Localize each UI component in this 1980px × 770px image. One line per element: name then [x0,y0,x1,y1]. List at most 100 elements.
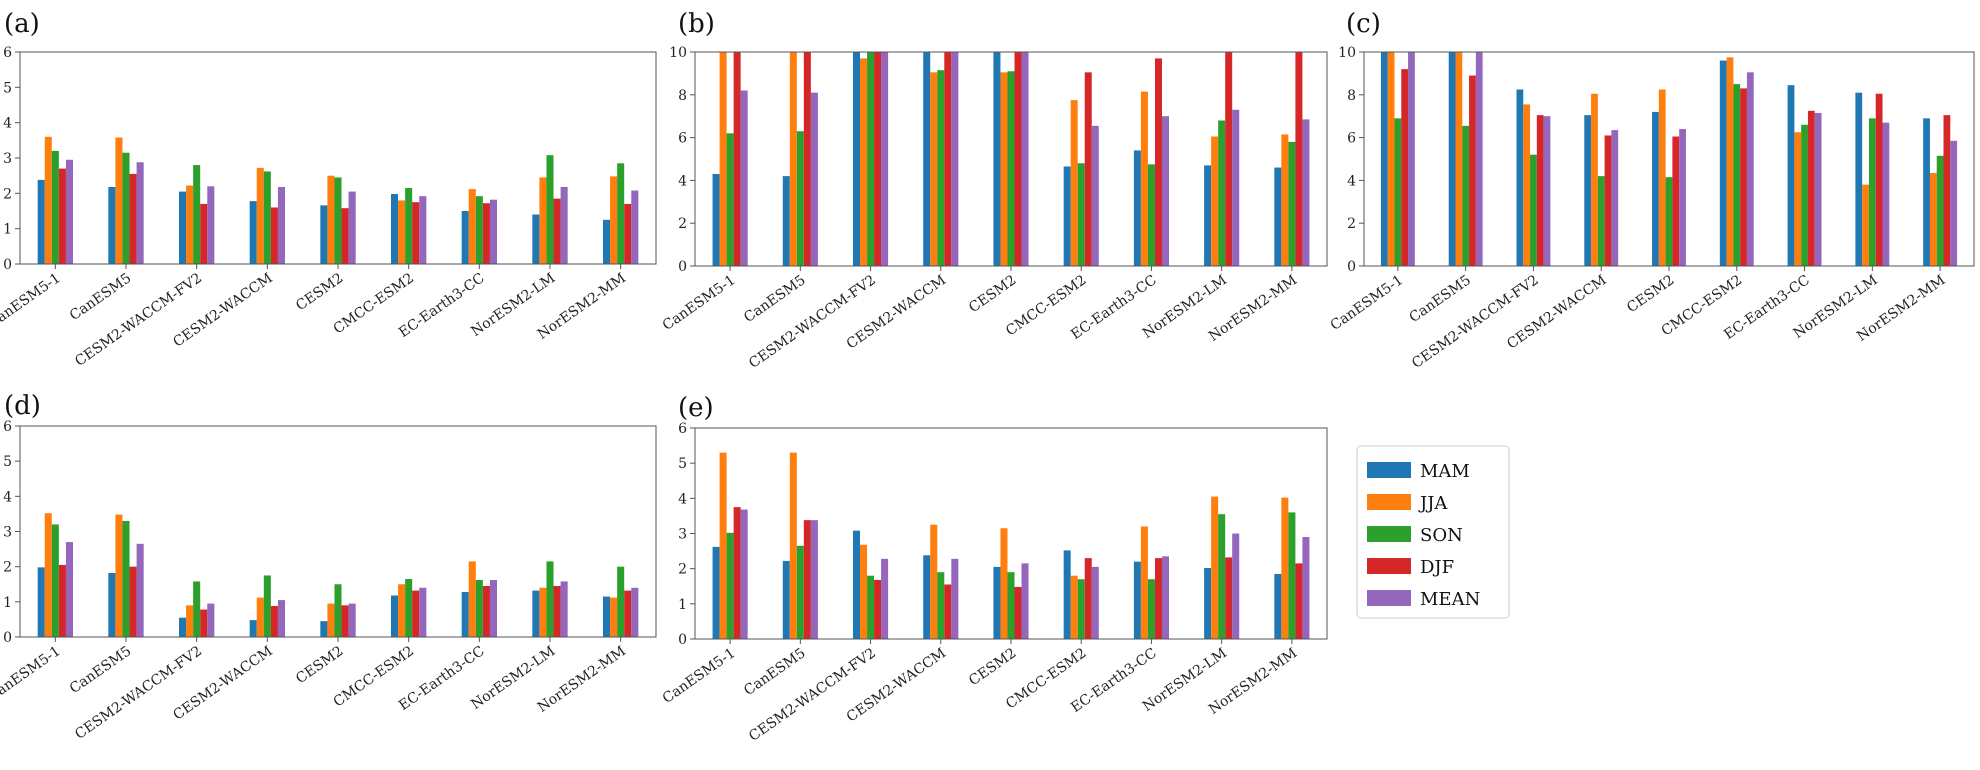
bar-son-canesm5-1 [51,524,59,637]
bar-mam-canesm5 [108,573,116,637]
y-tick-label: 4 [1347,173,1356,189]
bar-mean-cmcc-esm2 [1091,566,1099,639]
bar-jja-cmcc-esm2 [398,200,406,264]
y-tick-label: 4 [3,116,12,132]
bar-jja-canesm5 [1455,52,1463,266]
legend-swatch-jja [1367,494,1411,510]
bar-son-cesm2 [334,584,342,637]
bar-djf-noresm2-lm [1225,557,1233,639]
bar-djf-cesm2-waccm-fv2 [874,579,882,639]
y-tick-label: 1 [3,222,12,238]
bar-mam-cesm2 [1652,111,1659,266]
bar-jja-noresm2-mm [1929,172,1937,266]
bars [1380,52,1958,266]
y-tick-label: 4 [678,491,687,507]
x-tick-label: CESM2-WACCM-FV2 [72,643,205,743]
bar-mam-canesm5-1 [37,567,45,637]
bar-mean-cesm2 [1679,129,1686,266]
bar-mam-noresm2-lm [1204,567,1212,639]
bar-jja-noresm2-mm [610,176,618,264]
y-tick-label: 6 [1347,131,1356,147]
bar-son-ec-earth3-cc [1147,164,1155,266]
bars [37,513,639,637]
bar-djf-cesm2-waccm-fv2 [200,609,208,637]
bar-jja-ec-earth3-cc [468,561,476,637]
bar-son-noresm2-mm [617,163,625,264]
y-tick-label: 8 [1347,88,1356,104]
bar-son-cesm2 [334,177,342,264]
bar-mean-canesm5 [1475,52,1483,266]
bar-son-cesm2-waccm [937,572,945,639]
y-tick-label: 2 [678,216,687,232]
bar-mean-canesm5 [810,520,818,639]
bar-son-cesm2 [1007,71,1015,266]
bar-jja-cmcc-esm2 [398,584,406,637]
bar-son-canesm5 [796,131,804,266]
y-tick-label: 1 [678,597,687,613]
bar-mam-cesm2-waccm [249,201,257,264]
panel-label: (a) [4,9,40,39]
x-tick-label: CanESM5-1 [0,270,64,332]
bar-son-canesm5-1 [726,133,734,266]
bar-son-noresm2-lm [546,155,554,264]
bar-mam-cmcc-esm2 [1719,60,1727,266]
bar-mam-noresm2-lm [1855,92,1863,266]
y-tick-label: 4 [678,173,687,189]
x-tick-label: CESM2-WACCM-FV2 [1409,272,1542,372]
bar-mean-ec-earth3-cc [489,580,497,637]
legend-swatch-djf [1367,558,1411,574]
bar-jja-cmcc-esm2 [1726,57,1734,266]
bar-djf-noresm2-lm [1225,52,1233,266]
bars [37,136,639,264]
bar-mam-ec-earth3-cc [1787,85,1795,266]
panel-label: (d) [4,391,41,421]
bar-mean-cesm2-waccm-fv2 [881,52,889,266]
bar-son-ec-earth3-cc [1147,579,1155,639]
bar-mean-ec-earth3-cc [489,199,497,264]
bar-mam-noresm2-mm [603,219,611,264]
bar-son-canesm5-1 [1394,118,1402,266]
bar-mean-noresm2-lm [1232,109,1240,266]
bar-djf-cmcc-esm2 [1740,88,1747,266]
y-tick-label: 5 [3,454,12,470]
bar-jja-canesm5-1 [719,52,727,266]
bar-mam-canesm5 [108,186,116,264]
legend-box [1356,445,1510,619]
bar-jja-canesm5 [115,514,123,637]
bar-djf-canesm5-1 [733,52,741,266]
bar-djf-cesm2-waccm [944,52,952,266]
panel-3: (c) 0 2 4 6 8 10 CanESM5-1 CanESM5CESM2-WACCM-FV… [1328,9,1975,372]
bar-son-canesm5-1 [726,532,734,639]
bar-son-cesm2-waccm [263,171,271,264]
panel-1: (a) 0 1 2 3 4 5 6 CanESM5-1 CanESM5CESM2-WACCM-FV… [0,9,657,370]
bar-jja-canesm5-1 [44,513,52,637]
bar-jja-noresm2-mm [1281,134,1289,266]
bar-jja-ec-earth3-cc [1140,91,1148,266]
y-tick-label: 2 [678,562,687,578]
bar-son-canesm5 [1462,125,1470,266]
y-tick-label: 0 [3,630,12,646]
bar-jja-canesm5-1 [1387,52,1395,266]
bar-jja-cesm2-waccm [256,597,264,637]
bar-mean-ec-earth3-cc [1161,116,1169,266]
bar-jja-canesm5 [115,137,123,264]
bar-mam-cesm2-waccm-fv2 [853,530,861,639]
bar-mam-noresm2-lm [1204,165,1212,266]
bar-mam-ec-earth3-cc [461,211,469,264]
bar-mean-ec-earth3-cc [1161,556,1169,639]
bar-son-noresm2-lm [1868,118,1876,266]
y-tick-label: 4 [3,489,12,505]
bar-mam-noresm2-mm [1274,573,1282,639]
bar-djf-cmcc-esm2 [1084,72,1092,266]
bar-mam-noresm2-lm [532,590,540,637]
bar-mam-ec-earth3-cc [1133,561,1141,639]
bar-mean-noresm2-mm [1302,537,1310,639]
bar-mam-canesm5-1 [37,179,45,264]
bar-son-noresm2-lm [1218,514,1226,639]
bar-mean-canesm5-1 [65,159,73,264]
bar-djf-noresm2-mm [1295,563,1303,639]
bar-mean-canesm5 [136,162,144,264]
bar-mean-cesm2-waccm-fv2 [1543,116,1551,266]
bar-mean-cmcc-esm2 [1746,72,1754,266]
